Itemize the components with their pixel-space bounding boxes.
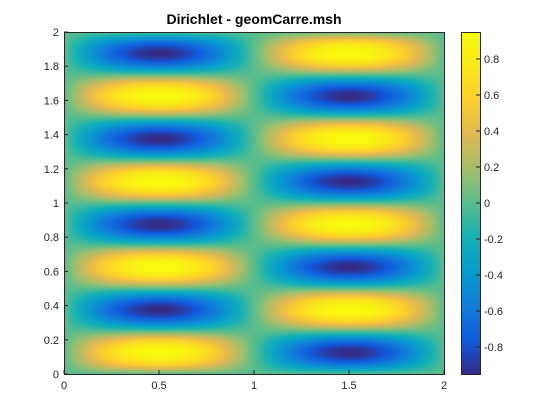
y-tick-label: 1.2	[44, 164, 59, 176]
y-tick-label: 0.4	[44, 301, 59, 313]
colorbar-tick-label: -0.8	[484, 342, 503, 354]
y-tick-label: 1.8	[44, 61, 59, 73]
colorbar-tick-label: -0.4	[484, 270, 503, 282]
x-tick-label: 0	[61, 380, 67, 392]
colorbar-tick-label: 0.2	[484, 162, 499, 174]
y-tick-label: 0.8	[44, 232, 59, 244]
x-tick-label: 1.5	[341, 380, 356, 392]
colorbar-tick-label: 0.6	[484, 90, 499, 102]
x-tick-label: 2	[441, 380, 447, 392]
colorbar-frame	[461, 32, 481, 375]
colorbar-tick-label: -0.6	[484, 306, 503, 318]
x-axis: 0 0.5 1 1.5 2	[61, 370, 447, 392]
y-axis: 0 0.2 0.4 0.6 0.8 1 1.2 1.4 1.6 1.8 2	[44, 27, 68, 381]
chart-title: Dirichlet - geomCarre.msh	[166, 11, 341, 27]
y-tick-label: 2	[53, 27, 59, 39]
y-tick-label: 1.4	[44, 130, 59, 142]
y-tick-label: 0	[53, 369, 59, 381]
colorbar: 0.8 0.6 0.4 0.2 0 -0.2 -0.4 -0.6 -0.8	[461, 32, 503, 375]
colorbar-tick-label: 0.8	[484, 54, 499, 66]
colorbar-tick-label: 0	[484, 198, 490, 210]
x-tick-label: 0.5	[151, 380, 166, 392]
y-tick-label: 0.2	[44, 335, 59, 347]
plot-area	[64, 32, 445, 375]
x-tick-label: 1	[251, 380, 257, 392]
y-tick-label: 1.6	[44, 95, 59, 107]
colorbar-tick-label: 0.4	[484, 126, 499, 138]
colorbar-ticks: 0.8 0.6 0.4 0.2 0 -0.2 -0.4 -0.6 -0.8	[476, 54, 503, 354]
heatmap-field	[64, 32, 444, 374]
colorbar-tick-label: -0.2	[484, 234, 503, 246]
y-tick-label: 0.6	[44, 266, 59, 278]
colorbar-gradient	[461, 32, 480, 374]
y-tick-label: 1	[53, 198, 59, 210]
